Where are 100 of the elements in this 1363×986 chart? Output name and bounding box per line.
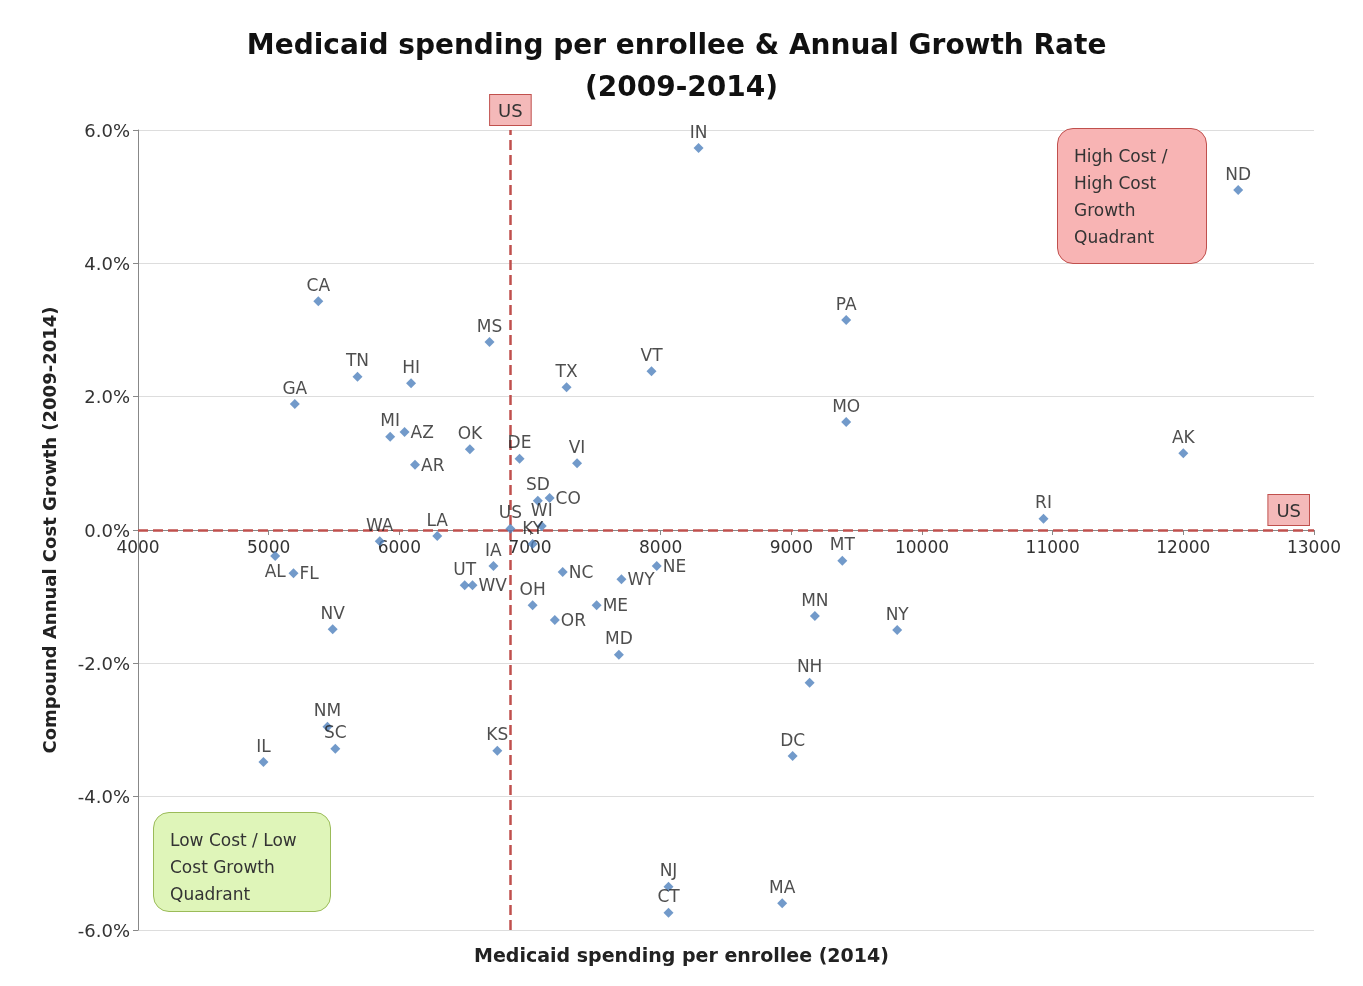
- point: [549, 615, 560, 625]
- data-label: VT: [640, 344, 664, 365]
- y-tick-label: 6.0%: [84, 119, 130, 141]
- data-label: HI: [402, 356, 420, 377]
- data-label: ND: [1225, 163, 1252, 184]
- point: [258, 757, 269, 767]
- y-tick-label: -2.0%: [77, 652, 130, 674]
- point: [410, 459, 421, 470]
- data-label: MN: [801, 589, 829, 610]
- point: [787, 751, 798, 761]
- y-tick-label: 4.0%: [84, 252, 130, 274]
- data-label: IN: [689, 121, 708, 142]
- point: [514, 453, 525, 464]
- point: [777, 898, 788, 909]
- point: [1178, 448, 1189, 459]
- point: [809, 611, 820, 621]
- point: [561, 382, 572, 393]
- point: [406, 378, 417, 389]
- x-tick-label: 13000: [1286, 536, 1342, 557]
- x-tick-label: 6000: [377, 536, 421, 557]
- point: [459, 580, 470, 591]
- data-label: UT: [453, 558, 477, 579]
- data-label: IL: [256, 735, 272, 756]
- point: [464, 444, 475, 455]
- data-label: OH: [519, 578, 546, 599]
- data-label: NM: [313, 700, 342, 721]
- data-label: ME: [602, 595, 629, 616]
- ref-line-label: US: [1276, 499, 1301, 521]
- data-label: KS: [486, 724, 509, 745]
- point: [484, 337, 495, 347]
- data-label: IA: [485, 539, 503, 560]
- point: [693, 143, 704, 153]
- point: [841, 315, 852, 325]
- data-label: RI: [1035, 492, 1052, 513]
- point: [288, 568, 299, 579]
- point: [289, 399, 300, 409]
- data-label: MI: [380, 410, 401, 431]
- point: [544, 493, 555, 503]
- x-tick-label: 12000: [1156, 536, 1211, 557]
- x-tick-label: 10000: [894, 536, 950, 557]
- note-box: High Cost / High Cost Growth Quadrant: [1057, 128, 1207, 264]
- data-label: PA: [835, 293, 857, 314]
- data-label: TN: [344, 350, 370, 371]
- data-label: NH: [796, 656, 823, 677]
- point: [505, 523, 516, 534]
- data-label: AZ: [410, 422, 434, 442]
- point: [467, 580, 478, 591]
- data-label: NY: [885, 603, 910, 624]
- note-box: Low Cost / Low Cost Growth Quadrant: [153, 812, 331, 912]
- point: [1233, 185, 1244, 195]
- data-label: AL: [264, 560, 287, 581]
- data-label: GA: [282, 377, 308, 398]
- y-tick-label: 0.0%: [84, 519, 130, 541]
- data-label: AK: [1171, 426, 1196, 447]
- data-label: OR: [560, 610, 587, 630]
- data-label: MA: [769, 876, 796, 897]
- data-label: NV: [320, 602, 346, 623]
- data-label: DC: [780, 729, 806, 750]
- point: [432, 531, 443, 541]
- data-label: DE: [507, 432, 532, 453]
- data-label: CO: [555, 488, 581, 508]
- data-label: US: [498, 502, 523, 523]
- point: [557, 567, 568, 577]
- data-label: MD: [604, 628, 633, 649]
- point: [591, 600, 602, 611]
- point: [616, 574, 627, 585]
- point: [837, 555, 848, 566]
- data-label: MO: [832, 395, 861, 416]
- point: [613, 649, 624, 660]
- y-tick-label: -6.0%: [77, 919, 130, 941]
- data-label: LA: [426, 509, 449, 530]
- point: [352, 371, 363, 382]
- data-label: FL: [299, 563, 320, 584]
- y-tick-label: 2.0%: [84, 386, 130, 408]
- data-label: MT: [829, 534, 856, 555]
- point: [527, 600, 538, 611]
- point: [385, 431, 396, 442]
- data-label: NE: [662, 556, 687, 576]
- point: [651, 561, 662, 571]
- point: [841, 417, 852, 427]
- data-label: CT: [657, 886, 681, 907]
- point: [330, 743, 341, 754]
- data-label: CA: [306, 274, 331, 295]
- point: [663, 907, 674, 918]
- point: [1038, 513, 1049, 524]
- data-label: WV: [478, 575, 508, 596]
- point: [492, 745, 503, 756]
- point: [399, 427, 410, 437]
- x-tick-label: 11000: [1025, 536, 1080, 557]
- data-label: MS: [476, 315, 503, 336]
- x-tick-label: 9000: [769, 536, 813, 557]
- data-label: OK: [457, 422, 484, 443]
- data-label: AR: [421, 454, 445, 475]
- y-tick-label: -4.0%: [77, 786, 130, 808]
- data-label: WI: [530, 499, 553, 520]
- x-tick-label: 5000: [247, 536, 291, 557]
- point: [327, 624, 338, 635]
- x-tick-label: 8000: [639, 536, 683, 557]
- point: [892, 625, 903, 635]
- data-label: WY: [627, 569, 656, 590]
